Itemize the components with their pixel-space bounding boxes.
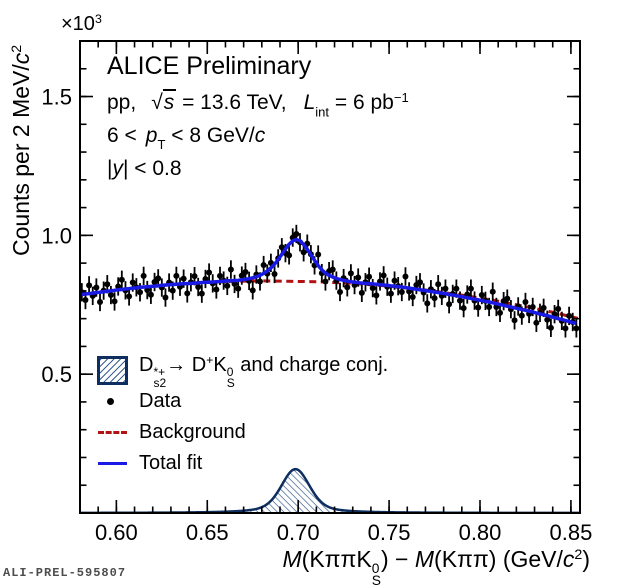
- plot-frame: [79, 40, 581, 514]
- y-axis-title: Counts per 2 MeV/c2: [8, 44, 34, 256]
- total-fit-line-icon: [98, 461, 127, 466]
- series-total-fit: [81, 237, 577, 326]
- axis-ticks: [79, 40, 580, 514]
- x-tick-label: 0.65: [186, 520, 229, 545]
- legend-item-data-label: Data: [139, 390, 182, 412]
- annotation-alice-preliminary: ALICE Preliminary: [107, 52, 312, 80]
- data-marker-icon: [107, 398, 114, 405]
- watermark-label: ALI-PREL-595807: [3, 566, 127, 580]
- x-axis-title: M(KππK 0 S) − M(Kππ) (GeV/c2): [282, 546, 591, 588]
- legend-item-signal-label: D *+ s2 → D+K 0 S and charge conj.: [139, 353, 389, 390]
- legend-item-total-fit-label: Total fit: [139, 452, 203, 474]
- y-tick-label: 0.5: [41, 362, 72, 387]
- x-tick-label: 0.75: [368, 520, 411, 545]
- x-tick-label: 0.60: [95, 520, 138, 545]
- axis-tick-labels: 0.60 0.65 0.70 0.75 0.80 0.85 0.5 1.0 1.5: [41, 85, 592, 545]
- x-tick-label: 0.70: [277, 520, 320, 545]
- x-tick-label: 0.85: [549, 520, 592, 545]
- background-dashed-line-icon: [98, 431, 127, 434]
- legend-item-total-fit: Total fit: [97, 448, 388, 479]
- legend-item-signal: D *+ s2 → D+K 0 S and charge conj.: [97, 353, 389, 390]
- y-axis-multiplier: ×103: [61, 12, 102, 35]
- legend-item-background: Background: [97, 417, 388, 448]
- annotation-pt-range: 6 < pT < 8 GeV/c: [107, 124, 266, 153]
- legend-item-data: Data: [97, 386, 388, 417]
- plot-series: [80, 224, 580, 513]
- y-tick-label: 1.0: [41, 223, 72, 248]
- x-tick-label: 0.80: [459, 520, 502, 545]
- legend-item-background-label: Background: [139, 421, 246, 443]
- legend: D *+ s2 → D+K 0 S and charge conj. Data Backg…: [97, 353, 389, 479]
- signal-hatched-swatch: [97, 356, 128, 385]
- y-tick-label: 1.5: [41, 85, 72, 110]
- annotation-rapidity-range: |y| < 0.8: [107, 157, 182, 180]
- annotation-collision-system: pp, √s = 13.6 TeV, Lint = 6 pb−1: [107, 89, 409, 120]
- series-data-points: [80, 224, 580, 338]
